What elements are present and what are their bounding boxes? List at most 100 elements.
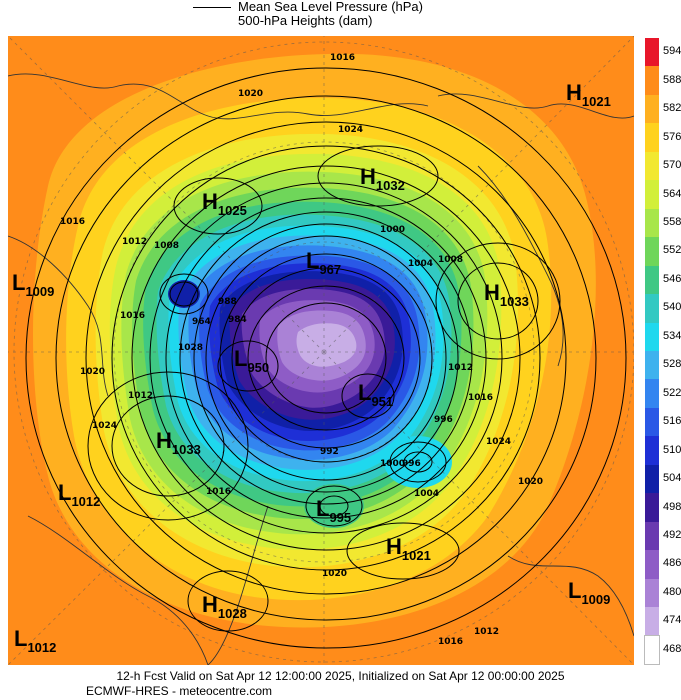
colorbar-label: 474 (663, 614, 681, 627)
colorbar-swatch (645, 521, 659, 551)
forecast-valid-time: 12-h Fcst Valid on Sat Apr 12 12:00:00 2… (116, 669, 565, 683)
isobar-label: 992 (320, 447, 339, 457)
colorbar-label: 564 (663, 187, 681, 200)
isobar-label: 1016 (60, 217, 85, 227)
weather-map: 1016 1020 1024 1016 1012 1008 1004 1000 … (8, 36, 634, 665)
isobar-label: 1020 (80, 367, 105, 377)
isobar-label: 1000 (380, 459, 405, 469)
colorbar-label: 588 (663, 73, 681, 86)
pressure-high: H1033 (484, 280, 529, 310)
colorbar-swatch (645, 66, 659, 96)
colorbar-swatch (645, 607, 659, 637)
colorbar-swatch (645, 151, 659, 181)
pressure-high: H1021 (386, 534, 431, 564)
colorbar-label: 522 (663, 386, 681, 399)
isobar-label: 1016 (438, 637, 463, 647)
data-source: ECMWF-HRES - meteocentre.com (86, 684, 273, 698)
low-center-995 (304, 484, 364, 528)
pressure-high: H1033 (156, 428, 201, 458)
colorbar-label: 480 (663, 585, 681, 598)
colorbar-swatch (645, 493, 659, 523)
isobar-label: 1012 (448, 363, 473, 373)
pressure-high: H1028 (202, 592, 247, 622)
colorbar-label: 504 (663, 472, 681, 485)
isobar-label: 1016 (468, 393, 493, 403)
isobar-label: 1016 (120, 311, 145, 321)
colorbar-swatch (645, 265, 659, 295)
colorbar-swatch (645, 322, 659, 352)
colorbar-swatch (645, 38, 659, 67)
isobar-label: 996 (402, 459, 421, 469)
colorbar-label: 594 (663, 45, 681, 58)
pressure-high: H1025 (202, 189, 247, 219)
colorbar-swatch (645, 123, 659, 153)
isobar-label: 996 (434, 415, 453, 425)
pressure-low: L1012 (58, 480, 101, 510)
colorbar-label: 582 (663, 102, 681, 115)
isobar-label: 1024 (338, 125, 363, 135)
isobar-label: 1004 (414, 489, 439, 499)
isobar-label: 1016 (330, 53, 355, 63)
colorbar-label: 492 (663, 528, 681, 541)
colorbar-swatch (645, 407, 659, 437)
isobar-label: 984 (228, 315, 247, 325)
pressure-low: L1009 (568, 578, 611, 608)
colorbar-swatch (645, 351, 659, 380)
isobar-label: 1012 (122, 237, 147, 247)
isobar-legend-line (193, 7, 231, 8)
pressure-low: L1009 (12, 270, 55, 300)
colorbar-swatch (645, 436, 659, 466)
pressure-low: L951 (358, 380, 394, 410)
colorbar-label: 486 (663, 557, 681, 570)
isobar-label: 1012 (474, 627, 499, 637)
graticule (8, 36, 634, 665)
isobar-label: 1024 (486, 437, 511, 447)
isobar-label: 1024 (92, 421, 117, 431)
colorbar-label: 528 (663, 358, 681, 371)
isobar-label: 1000 (380, 225, 405, 235)
isobar-label: 964 (192, 317, 211, 327)
colorbar-swatch (645, 379, 659, 409)
colorbar-label: 516 (663, 415, 681, 428)
colorbar (644, 38, 660, 666)
isobar-label: 1028 (178, 343, 203, 353)
colorbar-swatch (645, 294, 659, 324)
isobar-label: 1004 (408, 259, 433, 269)
colorbar-swatch (645, 550, 659, 580)
isobar-label: 1012 (128, 391, 153, 401)
isobar-label: 988 (218, 297, 237, 307)
colorbar-label: 552 (663, 244, 681, 257)
colorbar-label: 540 (663, 301, 681, 314)
colorbar-label: 546 (663, 272, 681, 285)
pressure-low: L967 (306, 248, 342, 278)
legend-heights-label: 500-hPa Heights (dam) (238, 13, 373, 28)
isobars (25, 67, 627, 649)
colorbar-label: 576 (663, 130, 681, 143)
pressure-high: H1021 (566, 80, 611, 110)
colorbar-swatch (645, 94, 659, 124)
pressure-low: L1012 (14, 626, 57, 656)
isobar-label: 1008 (154, 241, 179, 251)
legend: Mean Sea Level Pressure (hPa) 500-hPa He… (0, 0, 681, 34)
coastlines (8, 73, 634, 665)
isobar-label: 1008 (438, 255, 463, 265)
colorbar-swatch (644, 634, 660, 666)
colorbar-label: 558 (663, 215, 681, 228)
colorbar-label: 570 (663, 159, 681, 172)
isobar-label: 1016 (206, 487, 231, 497)
pressure-low: L995 (316, 496, 352, 526)
isobar-label: 1020 (322, 569, 347, 579)
colorbar-label: 498 (663, 500, 681, 513)
colorbar-swatch (645, 208, 659, 238)
isobar-label: 1020 (238, 89, 263, 99)
colorbar-swatch (645, 180, 659, 210)
pressure-high: H1032 (360, 164, 405, 194)
isobar-label: 1020 (518, 477, 543, 487)
colorbar-swatch (645, 237, 659, 267)
legend-mslp-label: Mean Sea Level Pressure (hPa) (238, 0, 423, 14)
colorbar-label: 468 (663, 642, 681, 655)
colorbar-label: 534 (663, 329, 681, 342)
height-field-474 (296, 323, 357, 367)
pressure-low: L950 (234, 346, 270, 376)
colorbar-label: 510 (663, 443, 681, 456)
